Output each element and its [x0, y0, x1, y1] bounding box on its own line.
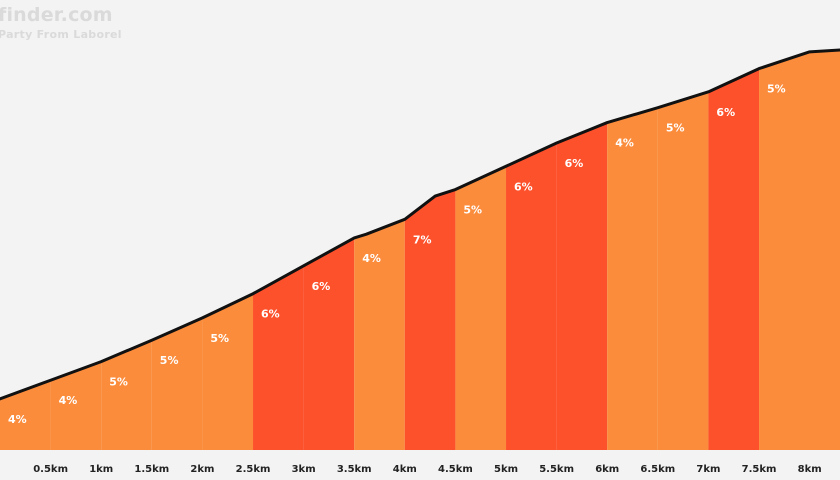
x-tick-label: 7.5km: [742, 464, 777, 475]
x-tick-label: 3.5km: [337, 464, 372, 475]
gradient-segment: [202, 293, 254, 450]
gradient-label: 6%: [716, 106, 735, 119]
gradient-segment: [708, 68, 760, 451]
gradient-segment: [303, 237, 355, 450]
gradient-segments: [0, 50, 840, 451]
gradient-label: 4%: [59, 394, 78, 407]
gradient-segment: [556, 122, 608, 450]
gradient-segment: [455, 166, 507, 451]
gradient-segment: [354, 219, 405, 450]
gradient-label: 5%: [666, 122, 685, 135]
gradient-label: 5%: [210, 332, 229, 345]
gradient-segment: [759, 50, 840, 450]
gradient-label: 7%: [413, 233, 432, 246]
x-tick-label: 4.5km: [438, 464, 473, 475]
gradient-label: 5%: [160, 354, 179, 367]
gradient-label: 4%: [615, 137, 634, 150]
x-tick-label: 5.5km: [539, 464, 574, 475]
x-tick-label: 2.5km: [236, 464, 271, 475]
gradient-label: 4%: [362, 252, 381, 265]
x-tick-label: 3km: [292, 464, 316, 475]
gradient-segment: [404, 189, 456, 450]
x-tick-label: 8km: [798, 464, 822, 475]
gradient-segment: [607, 107, 658, 451]
x-tick-label: 0.5km: [33, 464, 68, 475]
gradient-label: 6%: [565, 157, 584, 170]
gradient-label: 5%: [767, 83, 786, 96]
x-tick-label: 7km: [696, 464, 720, 475]
gradient-segment: [657, 91, 709, 450]
gradient-segment: [101, 340, 152, 450]
gradient-label: 6%: [312, 280, 331, 293]
gradient-segment: [506, 143, 557, 450]
gradient-label: 6%: [261, 308, 280, 321]
gradient-segment: [50, 361, 102, 450]
x-tick-label: 2km: [190, 464, 214, 475]
gradient-label: 5%: [109, 376, 128, 389]
x-tick-label: 1.5km: [134, 464, 169, 475]
watermark-subtitle: Party From Laborel: [0, 28, 122, 41]
profile-line: [0, 48, 840, 401]
x-tick-label: 5km: [494, 464, 518, 475]
gradient-label: 6%: [514, 180, 533, 193]
x-tick-label: 4km: [393, 464, 417, 475]
x-axis-ticks: 0.5km 1km 1.5km 2km 2.5km 3km 3.5km 4km 4.5km 5km…: [33, 464, 821, 475]
x-tick-label: 6km: [595, 464, 619, 475]
x-tick-label: 6.5km: [640, 464, 675, 475]
watermark-brand: finder.com: [0, 4, 113, 26]
gradient-segment: [253, 265, 304, 450]
gradient-labels: 4% 4% 5% 5% 5% 6% 6% 4% 7% 5% 6% 6% 4% 5% 6% 5%: [8, 83, 786, 426]
gradient-segment: [151, 317, 203, 450]
gradient-label: 5%: [463, 204, 482, 217]
gradient-segment: [0, 380, 51, 450]
watermark: finder.com Party From Laborel: [0, 4, 122, 41]
x-tick-label: 1km: [89, 464, 113, 475]
gradient-label: 4%: [8, 413, 27, 426]
